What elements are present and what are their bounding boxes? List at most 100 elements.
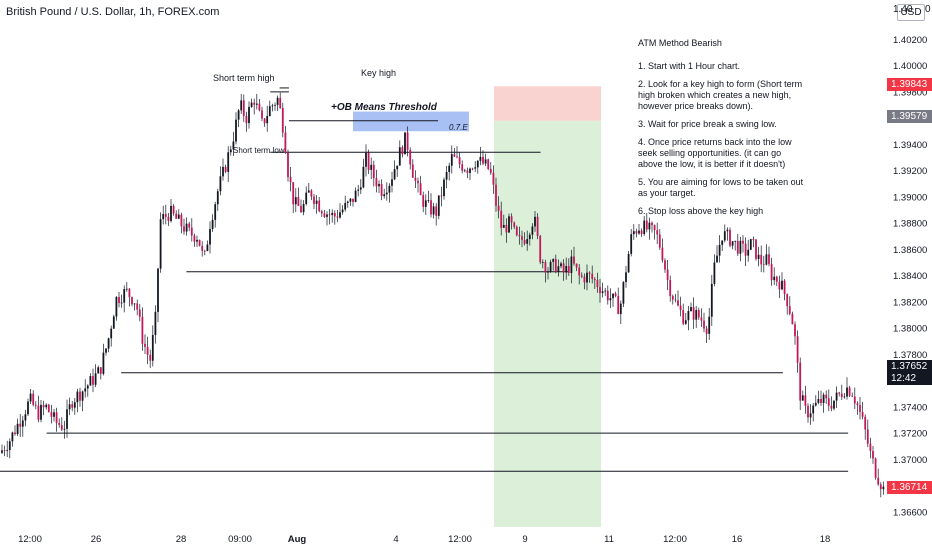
- candle-body: [635, 231, 638, 234]
- candle-body: [55, 412, 58, 423]
- candle-body: [760, 254, 763, 265]
- method-notes: ATM Method Bearish 1. Start with 1 Hour …: [638, 38, 806, 224]
- candle-body: [188, 223, 191, 228]
- candle-body: [235, 119, 237, 142]
- candle-body: [362, 166, 365, 188]
- price-tick-label: 1.39800: [893, 87, 927, 98]
- candle-body: [435, 206, 438, 216]
- candle-body: [287, 152, 289, 178]
- candle-body: [45, 404, 48, 408]
- price-tick-label: 1.38400: [893, 271, 927, 282]
- candle-body: [463, 170, 466, 172]
- candle-body: [482, 156, 484, 164]
- candle-body: [281, 107, 284, 133]
- candle-body: [297, 197, 300, 206]
- candle-body: [333, 212, 336, 217]
- candle-body: [573, 256, 575, 264]
- candle-body: [190, 227, 193, 236]
- candle-body: [1, 450, 3, 453]
- price-tick-label: 1.40000: [893, 61, 927, 72]
- candle-body: [710, 283, 713, 317]
- candle-body: [752, 239, 755, 240]
- candle-body: [882, 486, 885, 490]
- candle-body: [617, 295, 620, 315]
- candle-body: [708, 316, 711, 334]
- candle-body: [404, 132, 406, 155]
- candle-body: [172, 205, 175, 214]
- candle-body: [110, 328, 113, 339]
- candle-body: [669, 279, 672, 297]
- candle-body: [237, 110, 240, 120]
- candle-body: [734, 240, 737, 242]
- candle-body: [229, 149, 232, 153]
- candle-body: [144, 343, 146, 347]
- candle-body: [383, 194, 386, 197]
- candles-layer: [1, 92, 885, 498]
- candle-body: [656, 230, 659, 235]
- candle-body: [508, 216, 510, 233]
- candle-body: [664, 260, 666, 270]
- candle-body: [770, 263, 773, 281]
- candle-body: [799, 362, 802, 401]
- candle-body: [14, 432, 16, 435]
- axis-top-zero: 0: [925, 4, 931, 15]
- candle-body: [107, 338, 110, 349]
- candle-body: [432, 206, 435, 215]
- candle-body: [279, 97, 282, 108]
- candle-body: [294, 197, 297, 205]
- candle-body: [513, 222, 516, 227]
- candle-body: [554, 259, 557, 273]
- candle-body: [258, 103, 261, 111]
- candle-body: [443, 179, 445, 197]
- currency-button[interactable]: USD: [897, 4, 925, 21]
- candle-body: [575, 263, 578, 268]
- candle-body: [370, 164, 373, 170]
- price-tick-label: 1.38600: [893, 245, 927, 256]
- candle-body: [830, 405, 833, 409]
- candle-body: [791, 313, 794, 325]
- candle-body: [245, 115, 248, 124]
- candle-body: [596, 280, 599, 288]
- candle-body: [112, 316, 115, 329]
- candle-body: [721, 240, 724, 245]
- price-tick-label: 1.36600: [893, 507, 927, 518]
- candle-body: [341, 209, 344, 213]
- candle-body: [99, 367, 102, 374]
- candle-body: [476, 160, 479, 168]
- candle-body: [479, 156, 482, 161]
- candle-body: [6, 450, 9, 451]
- notes-item: 3. Wait for price break a swing low.: [638, 119, 777, 129]
- candle-body: [671, 296, 674, 300]
- candle-body: [240, 100, 243, 111]
- candle-body: [102, 352, 105, 374]
- candle-body: [653, 225, 656, 231]
- candle-body: [835, 392, 838, 401]
- time-tick-label: 4: [393, 534, 398, 545]
- candle-body: [651, 222, 653, 226]
- candle-body: [227, 152, 230, 172]
- candle-body: [359, 187, 362, 190]
- candle-body: [879, 484, 882, 490]
- candle-body: [409, 149, 412, 165]
- candle-body: [66, 409, 68, 429]
- candle-body: [703, 320, 705, 329]
- candle-body: [523, 239, 526, 244]
- candle-body: [661, 247, 664, 261]
- candle-body: [268, 106, 271, 117]
- candle-body: [567, 265, 570, 274]
- candle-body: [552, 259, 555, 262]
- candle-body: [391, 179, 393, 186]
- countdown-tag: 12:42: [887, 372, 932, 385]
- candle-body: [469, 168, 471, 173]
- candle-body: [578, 267, 581, 276]
- candle-body: [762, 264, 765, 266]
- candle-body: [697, 310, 700, 318]
- time-tick-label: 12:00: [448, 534, 472, 545]
- candle-body: [180, 214, 183, 227]
- candle-body: [521, 236, 523, 240]
- ote-label: 0.7.E: [449, 123, 468, 132]
- price-tick-label: 1.37000: [893, 455, 927, 466]
- candle-body: [310, 190, 313, 197]
- candle-body: [125, 288, 128, 290]
